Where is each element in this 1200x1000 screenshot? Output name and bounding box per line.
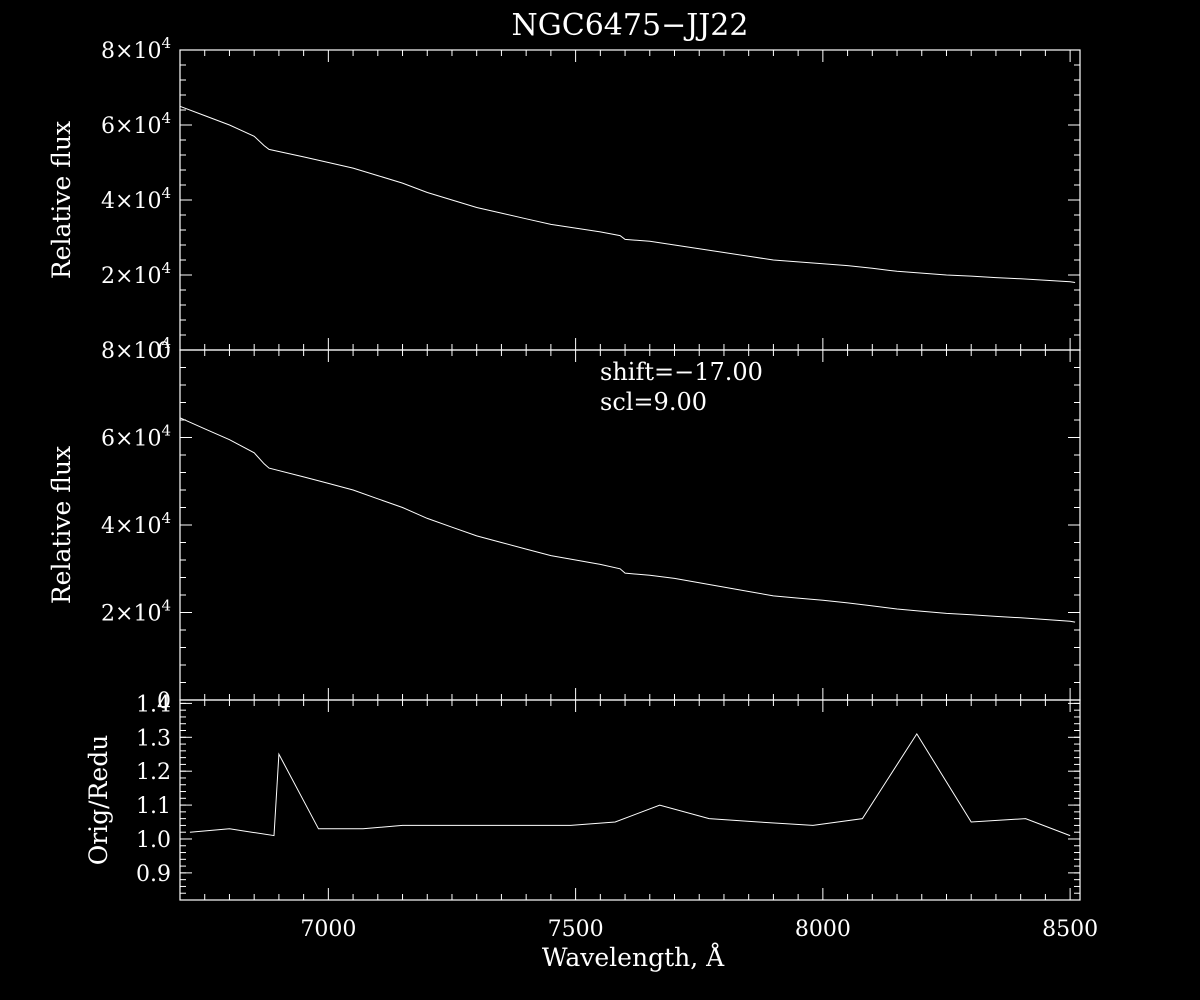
panel-middle: 0 2×104 4×104 6×104 8×104 Relative flux shif…	[47, 334, 1081, 714]
y-tick-label: 1.3	[136, 726, 171, 751]
panel-middle-spectrum-line	[179, 417, 1076, 623]
panel-top: 0 2×104 4×104 6×104 8×104 Relative flux	[47, 34, 1081, 364]
y-tick-label: 1.0	[136, 828, 171, 853]
panel-top-ylabel: Relative flux	[47, 121, 76, 279]
y-tick-label: 0	[157, 689, 171, 714]
y-tick-label: 8×104	[101, 34, 171, 64]
panel-bottom-frame	[179, 699, 1081, 901]
panel-middle-ylabel: Relative flux	[47, 446, 76, 604]
panel-bottom-ticks: 0.9 1.0 1.1 1.2 1.3 1.4	[136, 692, 1080, 901]
scale-annotation: scl=9.00	[600, 388, 707, 416]
y-tick-label: 0.9	[136, 862, 171, 887]
x-tick-labels: 7000 7500 8000 8500	[300, 917, 1098, 942]
panel-top-spectrum-line	[179, 105, 1076, 283]
y-tick-label: 2×104	[101, 597, 171, 627]
panel-top-frame	[179, 49, 1081, 351]
x-axis-label: Wavelength, Å	[542, 942, 725, 972]
panel-top-ticks: 0 2×104 4×104 6×104 8×104	[101, 34, 1080, 364]
y-tick-label: 0	[157, 339, 171, 364]
y-tick-label: 1.2	[136, 760, 171, 785]
x-tick-label: 8500	[1042, 917, 1098, 942]
panel-bottom-ylabel: Orig/Redu	[84, 735, 113, 866]
y-tick-label: 4×104	[101, 184, 171, 214]
chart-title: NGC6475−JJ22	[512, 8, 749, 43]
y-tick-label: 1.4	[136, 692, 171, 717]
y-tick-label: 8×104	[101, 334, 171, 364]
y-tick-label: 6×104	[101, 422, 171, 452]
panel-bottom-ratio-line	[189, 732, 1071, 837]
y-tick-label: 6×104	[101, 109, 171, 139]
panel-bottom: 0.9 1.0 1.1 1.2 1.3 1.4 Orig/Redu	[84, 692, 1081, 901]
shift-annotation: shift=−17.00	[600, 358, 763, 386]
panel-middle-ticks: 0 2×104 4×104 6×104 8×104	[101, 334, 1080, 714]
y-tick-label: 4×104	[101, 509, 171, 539]
x-tick-label: 7500	[548, 917, 604, 942]
y-tick-label: 2×104	[101, 259, 171, 289]
y-tick-label: 1.1	[136, 794, 171, 819]
x-tick-label: 8000	[795, 917, 851, 942]
x-tick-label: 7000	[300, 917, 356, 942]
